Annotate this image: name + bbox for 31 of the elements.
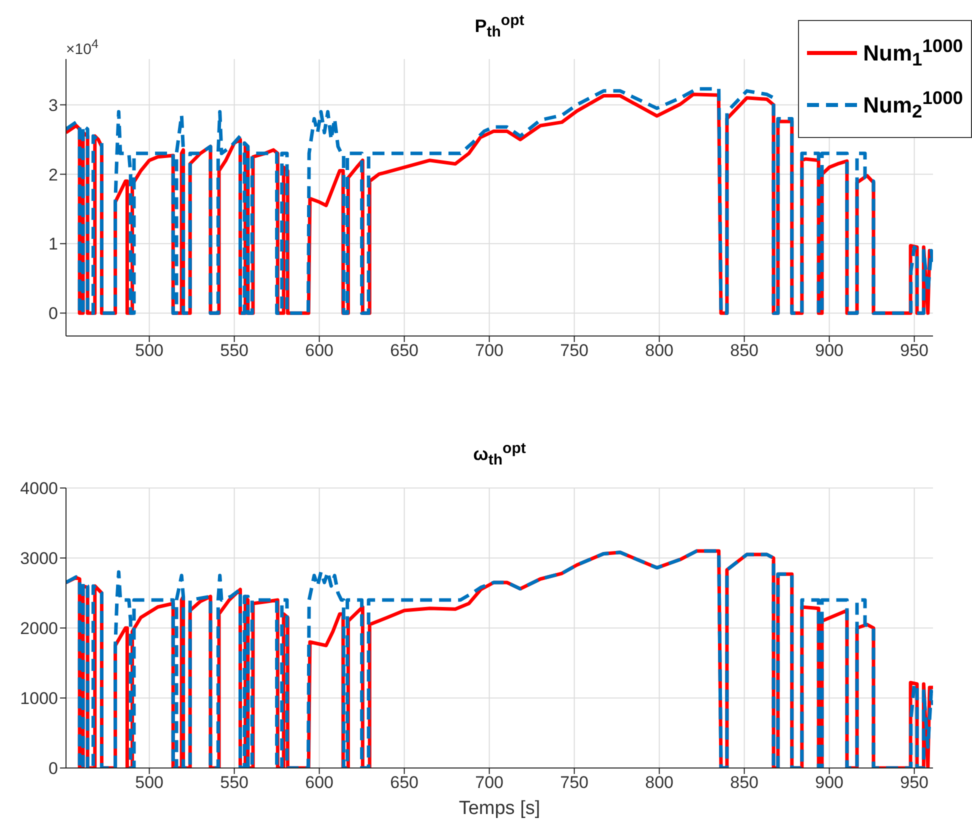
y-tick-label: 3000 xyxy=(20,549,58,568)
x-tick-label: 800 xyxy=(645,341,674,360)
x-tick-label: 950 xyxy=(900,341,928,360)
y-tick-label: 0 xyxy=(48,304,58,324)
y-tick-label: 4000 xyxy=(20,479,58,498)
x-tick-label: 850 xyxy=(730,341,758,360)
x-tick-label: 650 xyxy=(390,341,418,360)
x-tick-label: 950 xyxy=(900,773,928,792)
x-tick-label: 550 xyxy=(220,773,248,792)
y-tick-label: 0 xyxy=(48,759,58,778)
x-tick-label: 900 xyxy=(815,341,844,360)
x-tick-label: 500 xyxy=(135,773,164,792)
x-tick-label: 600 xyxy=(305,341,334,360)
x-tick-label: 650 xyxy=(390,773,418,792)
x-tick-label: 700 xyxy=(475,341,504,360)
x-tick-label: 750 xyxy=(560,341,588,360)
x-tick-label: 500 xyxy=(135,341,164,360)
x-tick-label: 900 xyxy=(815,773,844,792)
text: ×10$^{4}$ xyxy=(66,37,98,58)
x-tick-label: 600 xyxy=(305,773,334,792)
x-tick-label: 700 xyxy=(475,773,504,792)
y-tick-label: 1 xyxy=(48,234,58,254)
x-axis-title: Temps [s] xyxy=(458,798,542,820)
x-tick-label: 800 xyxy=(645,773,674,792)
x-tick-label: 750 xyxy=(560,773,588,792)
y-tick-label: 1000 xyxy=(20,689,58,708)
y-tick-label: 2000 xyxy=(20,619,58,638)
x-tick-label: 550 xyxy=(220,341,248,360)
y-tick-label: 3 xyxy=(48,96,58,115)
x-tick-label: 850 xyxy=(730,773,758,792)
y-tick-label: 2 xyxy=(48,165,58,184)
